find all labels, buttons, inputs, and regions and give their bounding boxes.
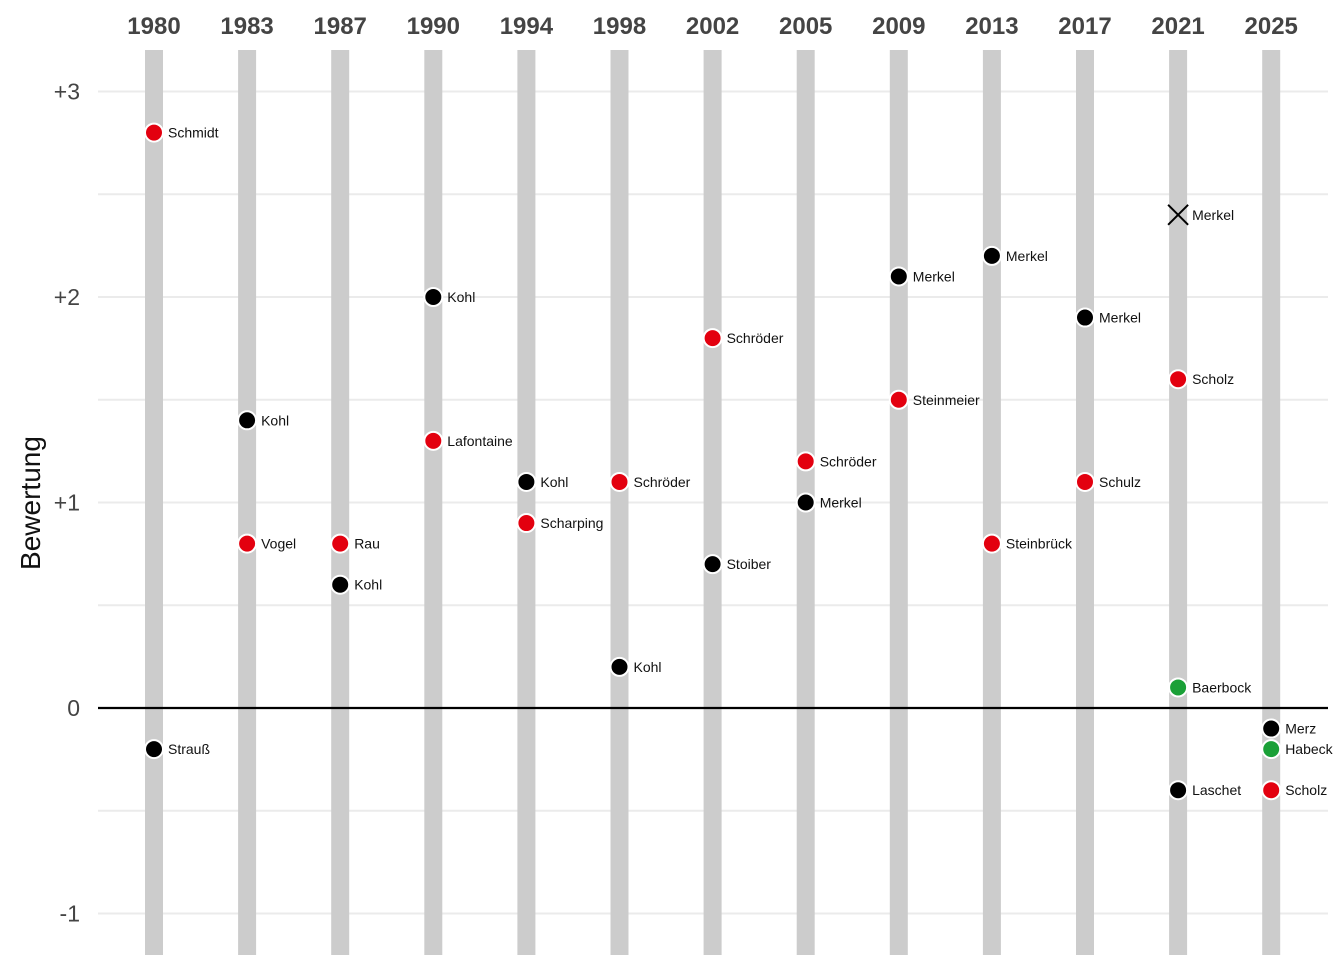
data-label: Scholz [1285,782,1327,798]
data-point [423,287,444,307]
data-label: Laschet [1192,782,1241,798]
y-tick-label: 0 [67,695,80,721]
data-point [330,533,351,554]
data-point [1075,471,1095,492]
data-point [609,656,630,677]
data-label: Kohl [447,289,475,305]
data-label: Lafontaine [447,433,513,449]
data-point [1168,780,1189,801]
data-point [1168,369,1189,390]
data-label: Merkel [820,495,862,511]
data-label: Habeck [1285,741,1333,757]
year-band-2021 [1169,50,1188,955]
data-points [144,122,1282,801]
data-label: Scharping [540,515,603,531]
x-marker-stroke [1167,204,1189,226]
data-point [516,513,537,534]
data-point [609,471,630,492]
year-band-1994 [517,50,536,955]
y-tick-label: +3 [54,79,80,105]
y-tick-label: +2 [54,284,80,310]
data-point [237,410,258,431]
data-point [888,389,909,410]
year-band-2002 [703,50,722,955]
data-label: Scholz [1192,371,1234,387]
data-point [702,328,723,349]
data-label: Merkel [1099,310,1141,326]
data-point [1261,780,1282,801]
year-label-2017: 2017 [1058,13,1111,40]
y-axis-label: Bewertung [15,436,46,570]
year-label-2005: 2005 [779,13,832,40]
data-point [888,266,909,287]
data-point [1261,739,1282,760]
data-labels: Schmidt Strauß Kohl Vogel Rau Kohl Kohl Lafonta… [168,125,1334,799]
year-band-1980 [145,50,163,955]
data-label: Schulz [1099,474,1141,490]
point-x-marker [1167,204,1189,226]
y-tick-label: +1 [54,490,80,516]
year-label-2013: 2013 [965,13,1018,40]
y-tick-label: -1 [60,901,80,927]
data-point [237,533,258,554]
year-label-1998: 1998 [593,13,646,40]
data-point [516,471,537,492]
data-label: Baerbock [1192,679,1252,695]
data-point [1075,307,1095,328]
data-label: Schmidt [168,125,219,141]
year-label-2025: 2025 [1245,13,1298,40]
data-point [795,451,816,472]
year-label-1987: 1987 [314,13,367,40]
data-label: Strauß [168,741,210,757]
data-label: Kohl [540,474,568,490]
year-band-1990 [424,50,443,955]
x-axis-year-labels: 1980 1983 1987 1990 1994 1998 2002 2005 2009 2013… [127,13,1298,40]
data-point [144,739,164,760]
data-label: Merz [1285,721,1316,737]
data-label: Vogel [261,536,296,552]
year-label-1980: 1980 [127,13,180,40]
year-label-1990: 1990 [407,13,460,40]
data-point [1168,677,1189,698]
data-label: Schröder [634,474,691,490]
data-label: Stoiber [727,556,772,572]
year-band-2013 [982,50,1001,955]
data-point [981,245,1002,266]
data-label: Steinmeier [913,392,980,408]
data-point [423,430,444,451]
data-label: Kohl [354,577,382,593]
year-label-2021: 2021 [1151,13,1204,40]
data-label: Merkel [1006,248,1048,264]
year-band-2017 [1076,50,1094,955]
data-label: Rau [354,536,380,552]
data-label: Kohl [261,412,289,428]
data-label: Steinbrück [1006,536,1073,552]
year-label-2009: 2009 [872,13,925,40]
year-band-1983 [238,50,257,955]
data-label: Merkel [913,268,955,284]
year-label-2002: 2002 [686,13,739,40]
year-band-2025 [1262,50,1281,955]
data-label: Schröder [820,453,877,469]
data-point [981,533,1002,554]
year-label-1983: 1983 [220,13,273,40]
data-point [1261,718,1282,739]
year-band-2009 [889,50,908,955]
year-band-1998 [610,50,629,955]
year-band-1987 [331,50,350,955]
data-point [702,554,723,575]
data-label: Schröder [727,330,784,346]
data-label: Merkel [1192,207,1234,223]
year-label-1994: 1994 [500,13,554,40]
data-point [330,574,351,595]
data-label: Kohl [634,659,662,675]
data-point [795,492,816,513]
y-axis-ticks: +3 +2 +1 0 -1 [54,79,80,927]
data-point [144,122,164,143]
